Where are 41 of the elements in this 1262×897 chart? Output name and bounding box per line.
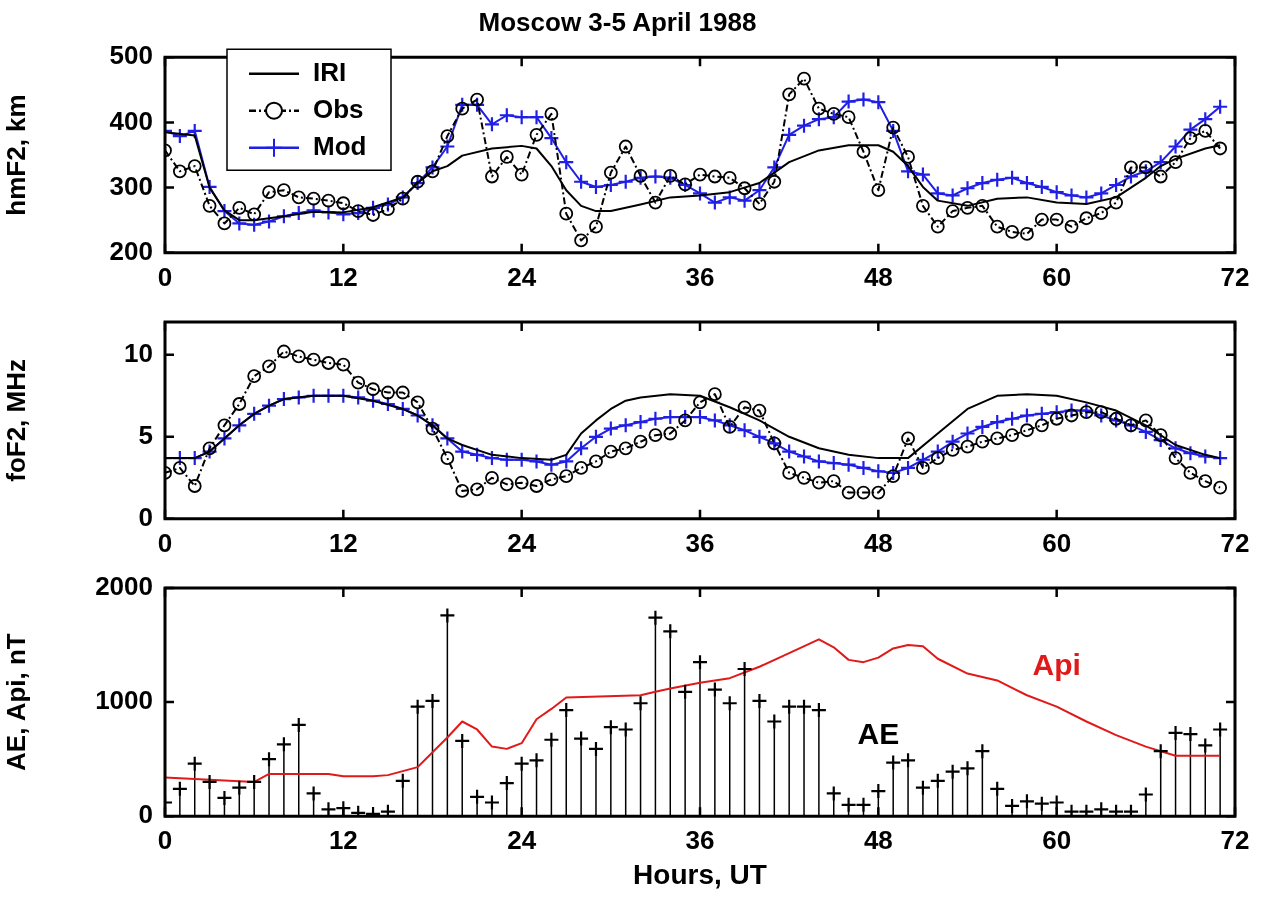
y-tick-label: 0: [138, 501, 153, 532]
y-tick-label: 300: [109, 170, 153, 201]
y-tick-label: 2000: [95, 571, 153, 602]
series-label: AE: [857, 717, 900, 751]
x-tick-label: 60: [1042, 824, 1072, 855]
x-tick-label: 12: [328, 527, 358, 558]
legend-label: IRI: [313, 56, 347, 87]
y-tick-label: 0: [138, 799, 153, 830]
y-axis-title: hmF2, km: [0, 94, 31, 216]
x-tick-label: 24: [507, 824, 537, 855]
y-tick-label: 10: [124, 337, 153, 368]
x-tick-label: 12: [328, 261, 358, 292]
x-tick-label: 60: [1042, 261, 1072, 292]
y-tick-label: 1000: [95, 685, 153, 716]
x-tick-label: 0: [157, 527, 173, 558]
y-axis-title: foF2, MHz: [0, 359, 31, 482]
x-tick-label: 36: [685, 824, 715, 855]
x-tick-label: 72: [1220, 261, 1250, 292]
series-label: Api: [1032, 647, 1081, 681]
legend-label: Obs: [313, 93, 364, 124]
y-tick-label: 200: [109, 235, 153, 266]
x-tick-label: 72: [1220, 527, 1250, 558]
y-tick-label: 500: [109, 40, 153, 71]
x-tick-label: 48: [863, 527, 893, 558]
y-axis-title: AE, Api, nT: [0, 633, 31, 771]
x-axis-title: Hours, UT: [633, 858, 767, 890]
y-tick-label: 400: [109, 105, 153, 136]
x-tick-label: 72: [1220, 824, 1250, 855]
x-tick-label: 60: [1042, 527, 1072, 558]
x-tick-label: 48: [863, 824, 893, 855]
x-tick-label: 48: [863, 261, 893, 292]
x-tick-label: 12: [328, 824, 358, 855]
x-tick-label: 36: [685, 261, 715, 292]
x-tick-label: 36: [685, 527, 715, 558]
x-tick-label: 24: [507, 261, 537, 292]
x-tick-label: 0: [157, 824, 173, 855]
chart-title: Moscow 3-5 April 1988: [478, 6, 757, 37]
y-tick-label: 5: [138, 419, 153, 450]
legend-label: Mod: [313, 130, 367, 161]
x-tick-label: 0: [157, 261, 173, 292]
x-tick-label: 24: [507, 527, 537, 558]
